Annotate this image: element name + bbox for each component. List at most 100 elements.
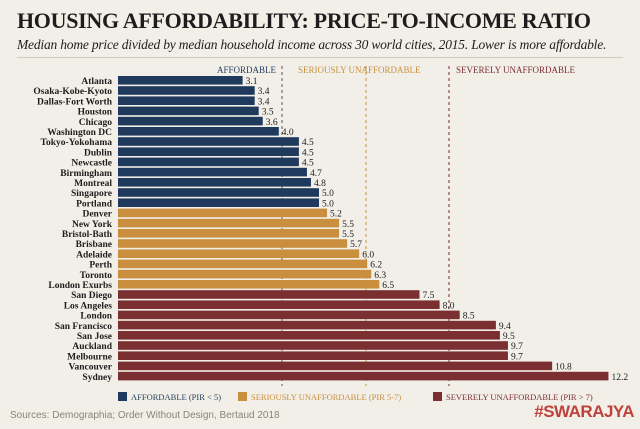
bar-denver <box>118 208 328 218</box>
value-label: 7.5 <box>423 291 435 301</box>
category-label: Toronto <box>80 271 112 281</box>
category-label: Birmingham <box>60 169 112 179</box>
value-label: 3.4 <box>258 97 270 107</box>
bar-houston <box>118 106 259 116</box>
category-label: San Diego <box>71 291 112 301</box>
value-label: 8.5 <box>463 312 475 322</box>
category-label: Dublin <box>84 148 113 158</box>
bar-vancouver <box>118 361 553 371</box>
value-label: 8.0 <box>443 301 455 311</box>
bar-perth <box>118 259 368 269</box>
value-label: 9.5 <box>503 332 515 342</box>
brand-logo: #SWARAJYA <box>534 402 634 421</box>
value-label: 6.3 <box>374 271 386 281</box>
legend-swatch-serious <box>238 392 247 401</box>
bar-bristol-bath <box>118 229 340 238</box>
category-label: Denver <box>82 210 112 220</box>
value-label: 5.0 <box>322 189 334 199</box>
divider <box>17 57 623 58</box>
bar-adelaide <box>118 249 360 258</box>
category-label: London <box>80 312 112 322</box>
zone-label: SEVERELY UNAFFORDABLE <box>456 65 576 75</box>
category-label: Brisbane <box>76 240 112 250</box>
bar-portland <box>118 198 319 207</box>
category-label: Vancouver <box>69 363 113 373</box>
chart-title: HOUSING AFFORDABILITY: PRICE-TO-INCOME R… <box>17 8 591 33</box>
value-label: 4.0 <box>282 128 294 138</box>
category-label: Sydney <box>82 373 112 383</box>
category-label: Washington DC <box>47 128 112 138</box>
value-label: 5.0 <box>322 199 334 209</box>
category-label: Tokyo-Yokohama <box>41 138 113 148</box>
category-label: Perth <box>89 261 112 271</box>
category-label: Los Angeles <box>64 301 113 311</box>
category-label: San Jose <box>77 332 112 342</box>
value-label: 6.0 <box>362 250 374 260</box>
legend-label: SERIOUSLY UNAFFORDABLE (PIR 5-7) <box>251 392 401 402</box>
bar-san-jose <box>118 331 500 340</box>
bar-san-francisco <box>118 320 496 330</box>
bar-san-diego <box>118 290 420 299</box>
bar-london-exurbs <box>118 280 380 289</box>
category-label: Adelaide <box>76 250 112 260</box>
category-label: Chicago <box>79 118 113 128</box>
sources-note: Sources: Demographia; Order Without Desi… <box>10 410 280 421</box>
category-label: Portland <box>76 199 113 209</box>
bar-dublin <box>118 147 299 156</box>
bar-atlanta <box>118 76 243 85</box>
value-label: 3.5 <box>262 108 274 118</box>
bar-singapore <box>118 188 319 197</box>
category-label: Dallas-Fort Worth <box>37 97 113 107</box>
bar-tokyo-yokohama <box>118 137 299 146</box>
bar-osaka-kobe-kyoto <box>118 86 255 95</box>
value-label: 9.7 <box>511 352 523 362</box>
value-label: 5.7 <box>350 240 362 250</box>
value-label: 5.5 <box>342 220 354 230</box>
category-label: New York <box>72 220 113 230</box>
chart-subtitle: Median home price divided by median hous… <box>17 37 607 52</box>
bar-auckland <box>118 341 508 350</box>
category-label: Newcastle <box>71 159 112 169</box>
value-label: 3.4 <box>258 87 270 97</box>
category-label: Auckland <box>72 342 112 352</box>
bar-new-york <box>118 218 340 228</box>
zone-label: AFFORDABLE <box>217 65 277 75</box>
value-label: 3.1 <box>246 77 258 87</box>
bar-los-angeles <box>118 300 440 309</box>
legend-label: SEVERELY UNAFFORDABLE (PIR > 7) <box>446 392 593 402</box>
legend-swatch-severe <box>433 392 442 401</box>
category-label: London Exurbs <box>48 281 112 291</box>
bar-newcastle <box>118 157 299 167</box>
category-label: Montreal <box>74 179 112 189</box>
bar-washington-dc <box>118 127 279 136</box>
value-label: 3.6 <box>266 118 278 128</box>
value-label: 5.5 <box>342 230 354 240</box>
value-label: 4.5 <box>302 148 314 158</box>
value-label: 5.2 <box>330 210 342 220</box>
value-label: 4.7 <box>310 169 322 179</box>
legend-label: AFFORDABLE (PIR < 5) <box>131 392 221 402</box>
value-label: 6.5 <box>382 281 394 291</box>
value-label: 4.5 <box>302 138 314 148</box>
category-label: Bristol-Bath <box>62 230 113 240</box>
bar-brisbane <box>118 239 348 248</box>
value-label: 6.2 <box>370 261 382 271</box>
value-label: 9.4 <box>499 322 511 332</box>
bar-melbourne <box>118 351 508 360</box>
category-label: Houston <box>78 108 113 118</box>
value-label: 9.7 <box>511 342 523 352</box>
bar-chicago <box>118 116 263 126</box>
bar-sydney <box>118 371 609 381</box>
bar-montreal <box>118 178 311 187</box>
category-label: Singapore <box>71 189 112 199</box>
value-label: 4.8 <box>314 179 326 189</box>
category-label: Melbourne <box>67 352 112 362</box>
category-label: San Francisco <box>55 322 113 332</box>
value-label: 10.8 <box>555 363 572 373</box>
bar-birmingham <box>118 167 307 177</box>
bar-london <box>118 310 460 320</box>
category-label: Atlanta <box>81 77 112 87</box>
category-label: Osaka-Kobe-Kyoto <box>33 87 112 97</box>
value-label: 12.2 <box>611 373 628 383</box>
